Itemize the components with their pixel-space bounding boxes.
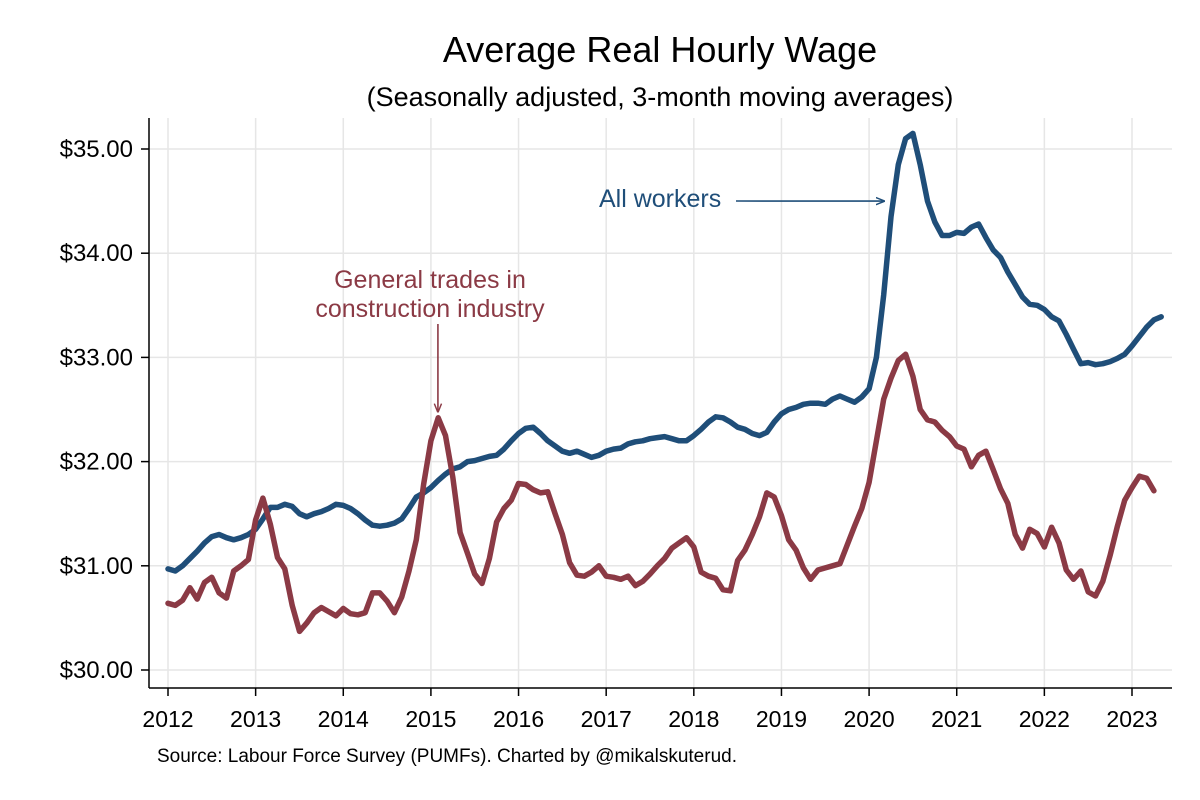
grid-layer — [149, 118, 1172, 688]
x-tick-label: 2014 — [318, 706, 369, 732]
y-tick-label: $34.00 — [60, 240, 133, 267]
x-tick-label: 2016 — [493, 706, 544, 732]
x-tick-label: 2012 — [142, 706, 193, 732]
series-line-all-workers — [165, 130, 1164, 574]
y-tick-label: $35.00 — [60, 136, 133, 163]
x-tick-label: 2017 — [581, 706, 632, 732]
x-tick-label: 2018 — [668, 706, 719, 732]
y-tick-label: $32.00 — [60, 449, 133, 476]
annotation-construction-line: construction industry — [315, 295, 545, 323]
x-tick-label: 2013 — [230, 706, 281, 732]
annotation-construction-line: General trades in — [334, 266, 526, 294]
annotation-layer: All workers General trades inconstruction… — [315, 185, 884, 412]
annotation-all-workers: All workers — [599, 185, 721, 213]
chart-subtitle: (Seasonally adjusted, 3-month moving ave… — [367, 82, 954, 112]
x-tick-label: 2022 — [1019, 706, 1070, 732]
x-tick-label: 2020 — [844, 706, 895, 732]
series-layer — [165, 130, 1164, 635]
y-tick-label: $30.00 — [60, 657, 133, 684]
x-tick-label: 2015 — [405, 706, 456, 732]
x-tick-label: 2023 — [1106, 706, 1157, 732]
axis-layer: $30.00 $31.00 $32.00 $33.00 $34.00 $35.00 2012… — [60, 118, 1172, 732]
y-tick-label: $33.00 — [60, 344, 133, 371]
x-tick-label: 2021 — [931, 706, 982, 732]
source-note: Source: Labour Force Survey (PUMFs). Cha… — [157, 746, 737, 767]
x-tick-label: 2019 — [756, 706, 807, 732]
y-tick-label: $31.00 — [60, 553, 133, 580]
chart-title: Average Real Hourly Wage — [443, 29, 877, 70]
series-line-construction — [165, 351, 1157, 635]
